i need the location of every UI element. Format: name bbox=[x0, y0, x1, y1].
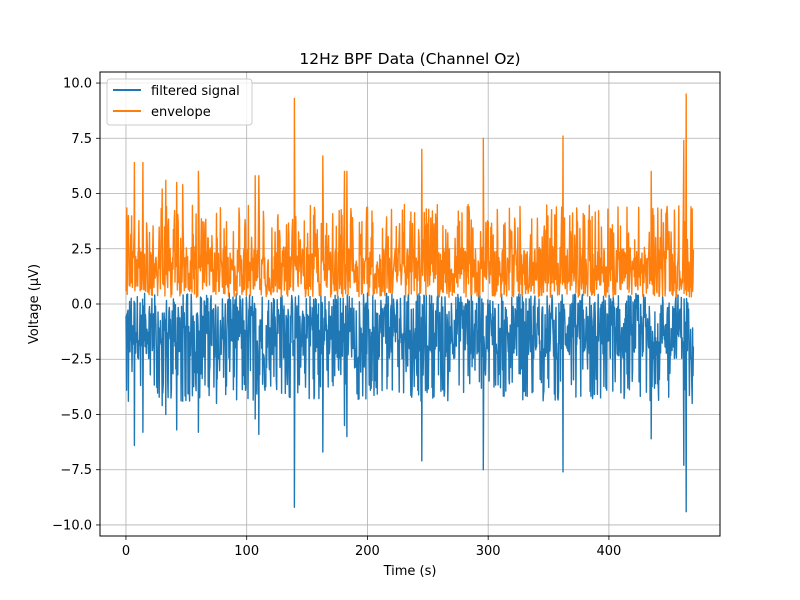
legend-label-filtered-signal: filtered signal bbox=[151, 84, 240, 99]
x-axis-label: Time (s) bbox=[383, 564, 437, 579]
y-tick-label: 10.0 bbox=[63, 77, 92, 92]
legend-box bbox=[106, 78, 253, 126]
legend-label-envelope: envelope bbox=[151, 105, 211, 120]
series-layer bbox=[125, 93, 695, 513]
y-tick-label: −10.0 bbox=[52, 518, 92, 533]
y-tick-label: 0.0 bbox=[71, 298, 92, 313]
x-axis-ticks: 0 100 200 300 400 bbox=[122, 536, 622, 559]
series-line-filtered-signal bbox=[125, 292, 695, 513]
x-tick-label: 0 bbox=[122, 544, 130, 559]
x-tick-label: 400 bbox=[597, 544, 622, 559]
x-tick-label: 300 bbox=[476, 544, 501, 559]
x-tick-label: 200 bbox=[355, 544, 380, 559]
series-line-envelope bbox=[125, 93, 695, 298]
y-tick-label: 7.5 bbox=[71, 132, 92, 147]
y-tick-label: 5.0 bbox=[71, 187, 92, 202]
y-tick-label: −2.5 bbox=[60, 353, 92, 368]
y-tick-label: −5.0 bbox=[60, 408, 92, 423]
y-tick-label: −7.5 bbox=[60, 463, 92, 478]
y-tick-label: 2.5 bbox=[71, 242, 92, 257]
x-tick-label: 100 bbox=[234, 544, 259, 559]
y-axis-label: Voltage (µV) bbox=[27, 264, 42, 344]
y-axis-ticks: −10.0 −7.5 −5.0 −2.5 0.0 2.5 5.0 7.5 10.0 bbox=[52, 77, 100, 533]
plot-area bbox=[125, 93, 695, 513]
legend: filtered signal envelope bbox=[106, 78, 253, 126]
chart-title: 12Hz BPF Data (Channel Oz) bbox=[299, 50, 520, 68]
